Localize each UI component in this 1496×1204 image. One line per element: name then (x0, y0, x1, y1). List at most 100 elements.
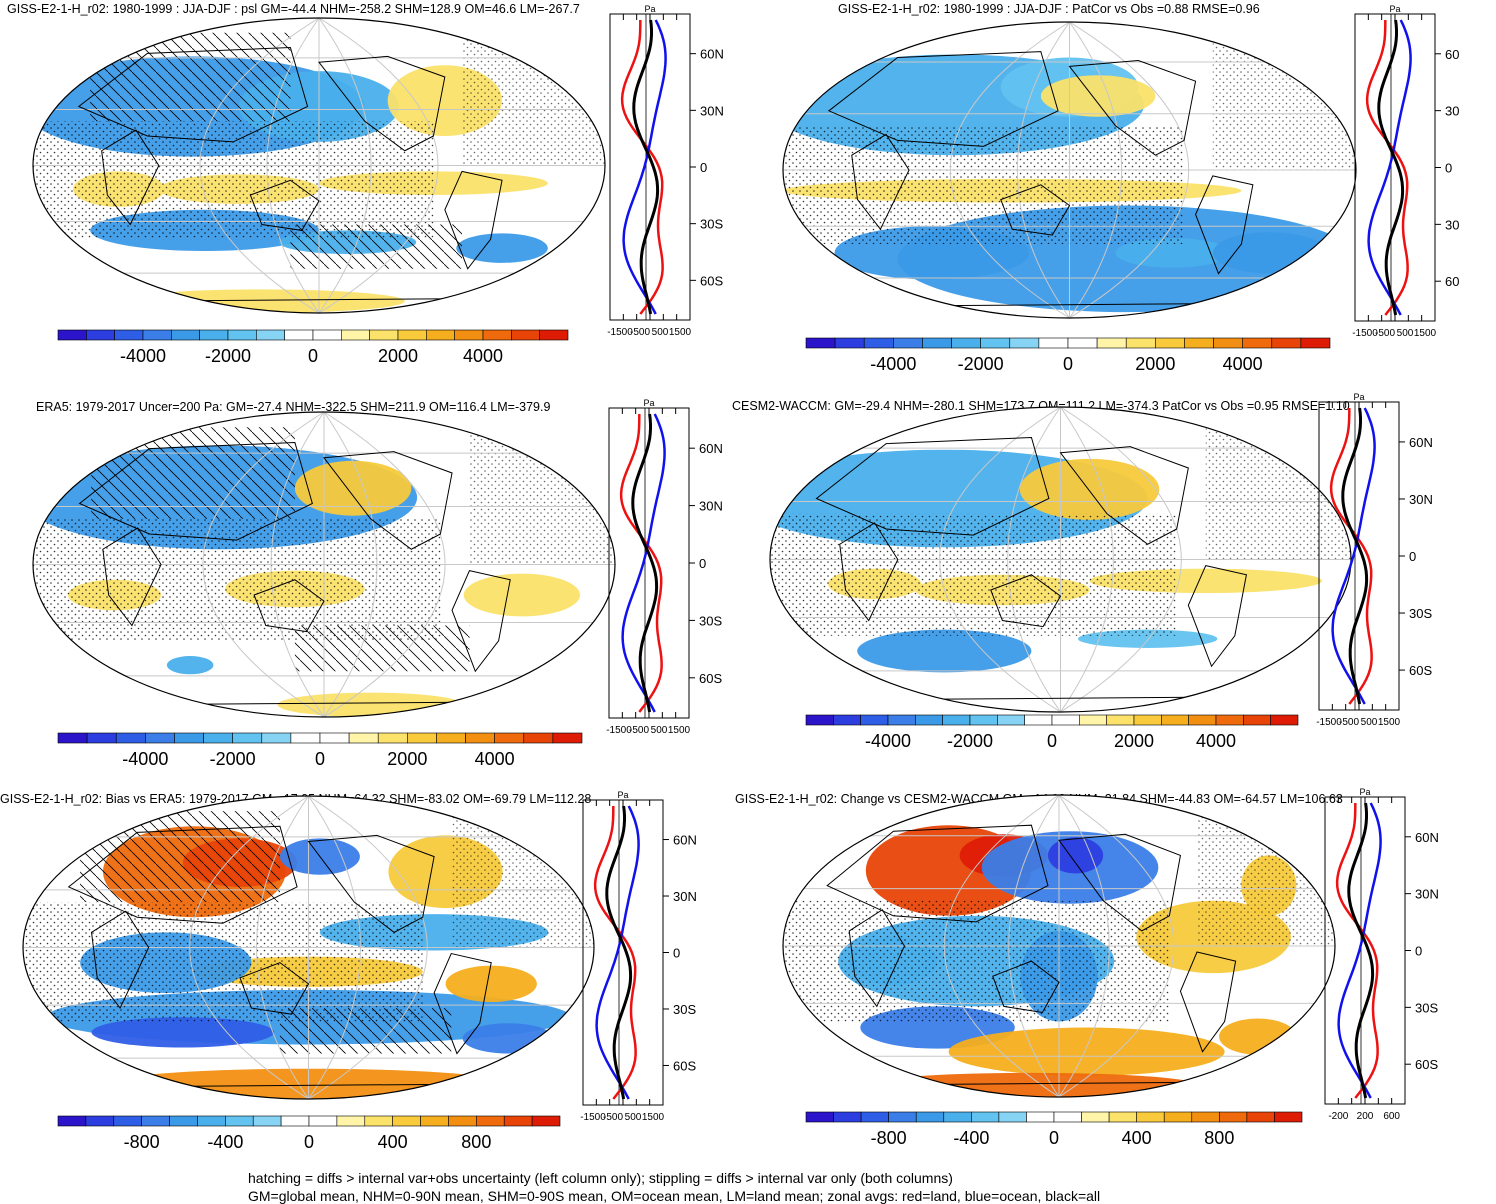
colorbar-box (1079, 714, 1107, 726)
zonal-frame (582, 799, 664, 1106)
zonal-x-tick-label: -1500 (1352, 328, 1378, 339)
colorbar-box (1106, 714, 1135, 726)
stippling-area (783, 900, 1170, 1022)
coastline (77, 46, 309, 143)
zonal-unit: Pa (1389, 4, 1400, 14)
colorbar-box (494, 732, 525, 744)
zonal-x-tick-label: 600 (1383, 1111, 1400, 1122)
zonal-x-tick-label: 1500 (1414, 328, 1437, 339)
colorbar-tick-label: 0 (1047, 731, 1057, 751)
zonal-frame (609, 13, 691, 321)
colorbar-box (915, 1111, 945, 1123)
colorbar-tick-label: -800 (124, 1132, 160, 1152)
coastline (90, 910, 150, 1010)
colorbar-box (225, 1115, 254, 1127)
panel-title: ERA5: 1979-2017 Uncer=200 Pa: GM=-27.4 N… (36, 400, 550, 414)
colorbar-tick-label: -2000 (210, 749, 256, 769)
lat-tick-label: 60S (673, 1058, 696, 1073)
colorbar-box (114, 329, 144, 341)
colorbar-tick-label: 800 (461, 1132, 491, 1152)
stippling-area (1197, 795, 1335, 946)
panel-1: GISS-E2-1-H_r02: 1980-1999 : JJA-DJF : p… (7, 2, 724, 366)
graticule-meridian (943, 795, 1060, 1097)
colorbar-box (1219, 1111, 1248, 1123)
colorbar-box (1067, 337, 1098, 349)
colorbar-box (1026, 1111, 1055, 1123)
lat-tick-label: 0 (699, 556, 706, 571)
coastline (992, 960, 1060, 1013)
coastline (253, 579, 325, 633)
anomaly-region (463, 573, 581, 617)
colorbar-box (348, 732, 379, 744)
colorbar-box (942, 714, 971, 726)
colorbar-box (531, 1115, 561, 1127)
lat-tick-label: 60 (1445, 47, 1459, 62)
colorbar-box (833, 714, 861, 726)
zonal-x-tick-label: 500 (625, 1112, 642, 1123)
zonal-x-tick-label: -200 (1328, 1111, 1348, 1122)
colorbar-tick-label: 4000 (475, 749, 515, 769)
lat-tick-label: 30N (699, 499, 723, 514)
coastline (1187, 565, 1248, 668)
graticule-meridian (1058, 795, 1175, 1097)
zonal-unit: Pa (617, 790, 628, 800)
anomaly-region (1219, 1018, 1297, 1055)
colorbar-tick-label: -4000 (865, 731, 911, 751)
coastline (848, 909, 906, 1008)
coastline (1068, 59, 1197, 156)
lat-tick-label: 30S (700, 217, 723, 232)
colorbar-box (397, 329, 427, 341)
zonal-x-tick-label: 500 (1361, 717, 1378, 728)
colorbar-box (174, 732, 204, 744)
colorbar-box (308, 1115, 338, 1127)
colorbar-box (1038, 337, 1069, 349)
colorbar-box (142, 329, 172, 341)
colorbar-box (454, 329, 484, 341)
colorbar-tick-label: -400 (207, 1132, 243, 1152)
colorbar-box (426, 329, 455, 341)
graticule-meridian (266, 18, 320, 313)
colorbar-tick-label: -400 (953, 1128, 989, 1148)
colorbar-box (252, 1115, 282, 1127)
graticule-meridian (1017, 22, 1070, 318)
anomaly-region (948, 1027, 1225, 1076)
colorbar-box (420, 1115, 449, 1127)
zonal-x-tick-label: -500 (1339, 717, 1359, 728)
colorbar-box (863, 337, 894, 349)
colorbar-box (57, 329, 87, 341)
map-frame (782, 21, 1357, 319)
colorbar-box (1191, 1111, 1220, 1123)
lat-tick-label: 30S (1415, 1000, 1438, 1015)
hatching-area (290, 224, 462, 269)
map-frame (769, 406, 1352, 713)
colorbar-box (377, 732, 408, 744)
stippling-area (1205, 407, 1351, 560)
coastline (323, 451, 453, 550)
colorbar-box (860, 714, 889, 726)
graticule-meridian (256, 796, 309, 1099)
hatching-area (80, 811, 280, 903)
map-field (783, 795, 1335, 1097)
colorbar-box (969, 714, 998, 726)
colorbar-tick-label: -2000 (205, 346, 251, 366)
colorbar-tick-label: 0 (315, 749, 325, 769)
graticule-meridian (189, 796, 309, 1099)
anomaly-region (857, 629, 1032, 673)
anomaly-region (1212, 232, 1328, 274)
lat-tick-label: 30N (700, 103, 724, 118)
lat-tick-label: 60N (1415, 830, 1439, 845)
colorbar-tick-label: 2000 (1114, 731, 1154, 751)
coastline (249, 179, 320, 231)
hatching-area (279, 1008, 452, 1054)
coastline (67, 825, 298, 924)
colorbar-tick-label: 800 (1204, 1128, 1234, 1148)
zonal-ocean-profile (1331, 407, 1376, 705)
colorbar-box (86, 732, 117, 744)
graticule-meridian (1060, 407, 1114, 712)
colorbar-box (980, 337, 1011, 349)
colorbar-box (1125, 337, 1156, 349)
colorbar-box (552, 732, 583, 744)
colorbar-box (407, 732, 437, 744)
panel-title: GISS-E2-1-H_r02: 1980-1999 : JJA-DJF : p… (7, 2, 580, 16)
colorbar-box (833, 1111, 862, 1123)
